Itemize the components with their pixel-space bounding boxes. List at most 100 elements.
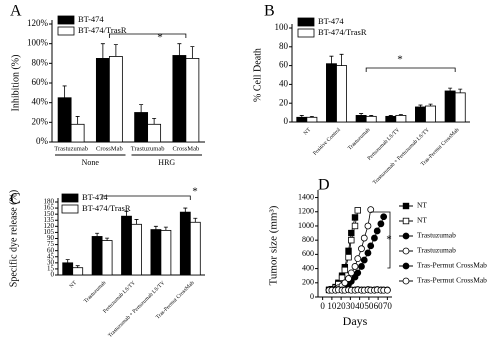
legend-swatch [57, 15, 75, 25]
error-bar [448, 87, 453, 91]
x-tick-label: Trastuzumab [347, 127, 372, 152]
bracket [365, 67, 456, 72]
legend-label: Tras-Permut CrossMab [417, 276, 487, 285]
bar [95, 58, 110, 143]
bar [134, 112, 149, 143]
marker [348, 236, 355, 244]
y-tick-label: 100% [27, 38, 49, 48]
panel-letter: A [10, 3, 22, 20]
y-axis-label: Specific dye release (%) [8, 190, 19, 287]
y-tick-label: 80% [32, 57, 49, 67]
group-label: None [82, 158, 100, 167]
bar [444, 90, 456, 123]
y-tick-label: 40% [32, 97, 49, 107]
error-bar [388, 115, 393, 117]
bar [185, 58, 200, 143]
marker [373, 227, 381, 235]
bar [57, 97, 72, 143]
bar [160, 229, 172, 276]
bar [101, 240, 113, 276]
x-tick-label: Trastuzumab [83, 280, 108, 305]
y-tick-label: 1000 [298, 221, 314, 230]
legend-marker [402, 232, 410, 240]
error-bar [299, 115, 304, 118]
x-axis-label: Days [343, 314, 368, 328]
marker [341, 266, 349, 274]
bar [91, 236, 103, 276]
x-tick-label: 20 [337, 301, 347, 311]
error-bar [163, 226, 168, 231]
bar [336, 65, 347, 123]
y-tick-label: 20 [279, 97, 289, 107]
error-bar [134, 219, 139, 225]
legend-label: Trastuzumab [417, 231, 456, 240]
y-tick-label: 200 [302, 278, 314, 287]
legend-marker [402, 217, 410, 225]
marker [345, 254, 352, 261]
legend-swatch [57, 26, 75, 36]
y-tick-label: 0 [284, 116, 289, 126]
marker [347, 269, 355, 277]
error-bar [62, 85, 67, 98]
error-bar [359, 113, 364, 116]
legend-marker [402, 247, 410, 255]
legend-marker [402, 202, 410, 210]
y-tick-label: 0% [36, 136, 49, 146]
bar [108, 56, 123, 143]
bar [172, 55, 187, 143]
legend-marker [402, 277, 410, 285]
legend-swatch [297, 17, 315, 27]
legend-label: BT-474 [82, 192, 108, 202]
y-tick-label: 400 [302, 263, 314, 272]
legend-swatch [297, 28, 315, 38]
x-tick-label: CrossMab [173, 145, 200, 152]
marker [380, 213, 388, 221]
bar [306, 116, 318, 123]
marker [341, 279, 349, 287]
error-bar [100, 43, 105, 59]
bar [415, 106, 426, 123]
bar [395, 115, 407, 123]
error-bar [139, 104, 144, 113]
bar [326, 63, 337, 123]
y-tick-label: 80 [279, 41, 289, 51]
error-bar [65, 259, 70, 263]
x-tick-label: Trastuzumab + Pertuzumab LS/TY [107, 280, 166, 339]
x-tick-label: Positive Control [312, 127, 342, 157]
bar [121, 215, 132, 276]
marker [360, 256, 368, 264]
y-tick-label: 800 [302, 235, 314, 244]
error-bar [75, 265, 80, 268]
error-bar [183, 207, 188, 213]
error-bar [177, 43, 182, 56]
y-tick-label: 90 [47, 234, 55, 242]
bracket [370, 211, 391, 269]
y-tick-label: 15 [47, 265, 55, 273]
x-tick-label: NT [69, 280, 79, 290]
error-bar [329, 55, 334, 64]
y-tick-label: 30 [47, 258, 55, 266]
y-tick-label: 40 [279, 78, 289, 88]
bar [425, 105, 436, 123]
y-tick-label: 120% [27, 18, 49, 28]
y-tick-label: 150 [44, 210, 55, 218]
bar [72, 267, 84, 276]
bracket [101, 195, 191, 200]
y-axis-label: % Cell Death [252, 48, 263, 102]
error-bar [309, 115, 314, 118]
x-tick-label: 10 [327, 301, 337, 311]
bar [131, 223, 142, 276]
bar [296, 116, 308, 123]
bar [147, 123, 162, 143]
x-tick-label: CrossMab [96, 145, 123, 152]
marker [367, 206, 375, 214]
legend-label: Tras-Permut CrossMab [417, 261, 487, 270]
error-bar [428, 103, 433, 107]
error-bar [193, 217, 198, 223]
marker [364, 222, 372, 230]
bar [385, 115, 397, 123]
bar [150, 229, 162, 276]
marker [351, 214, 359, 221]
legend-label: Trastuzumab [417, 246, 456, 255]
marker [371, 234, 378, 242]
